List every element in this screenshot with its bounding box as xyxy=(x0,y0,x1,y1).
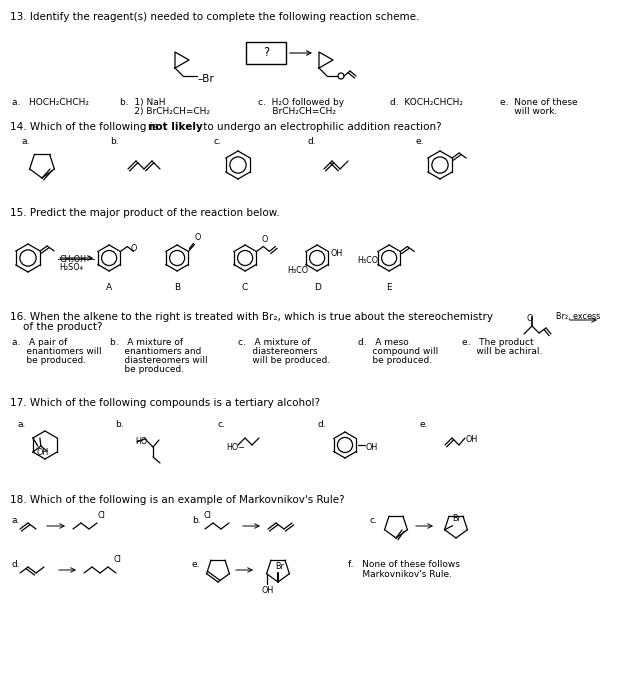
Text: Markovnikov's Rule.: Markovnikov's Rule. xyxy=(348,570,452,579)
Text: will be produced.: will be produced. xyxy=(238,356,331,365)
Text: b.: b. xyxy=(115,420,124,429)
Text: HO: HO xyxy=(135,438,147,447)
Text: OH: OH xyxy=(466,435,478,444)
Text: OH: OH xyxy=(262,586,274,595)
Text: b.: b. xyxy=(192,516,200,525)
Text: c.: c. xyxy=(218,420,226,429)
Text: b.  1) NaH: b. 1) NaH xyxy=(120,98,166,107)
Text: will be achiral.: will be achiral. xyxy=(462,347,542,356)
Text: OH: OH xyxy=(330,248,343,258)
Text: a.   HOCH₂CHCH₂: a. HOCH₂CHCH₂ xyxy=(12,98,89,107)
Text: C: C xyxy=(242,283,248,292)
Text: a.: a. xyxy=(18,420,27,429)
Text: 13. Identify the reagent(s) needed to complete the following reaction scheme.: 13. Identify the reagent(s) needed to co… xyxy=(10,12,420,22)
Text: CH₃OH: CH₃OH xyxy=(59,255,86,264)
Text: O: O xyxy=(195,232,201,241)
Text: d.: d. xyxy=(307,137,315,146)
Text: Br: Br xyxy=(453,514,461,523)
Text: c.: c. xyxy=(213,137,221,146)
Text: e.: e. xyxy=(415,137,423,146)
Text: D: D xyxy=(313,283,320,292)
Text: O: O xyxy=(130,244,137,253)
Text: diastereomers will: diastereomers will xyxy=(110,356,208,365)
Text: c.   A mixture of: c. A mixture of xyxy=(238,338,310,347)
Text: compound will: compound will xyxy=(358,347,438,356)
Text: A: A xyxy=(106,283,112,292)
Text: to undergo an electrophilic addition reaction?: to undergo an electrophilic addition rea… xyxy=(200,122,442,132)
Text: e.: e. xyxy=(420,420,428,429)
Text: HO−: HO− xyxy=(226,444,245,452)
Text: OH: OH xyxy=(37,448,49,457)
Text: O: O xyxy=(262,234,268,244)
Text: 2) BrCH₂CH=CH₂: 2) BrCH₂CH=CH₂ xyxy=(120,107,210,116)
Text: H₂SO₄: H₂SO₄ xyxy=(59,263,83,272)
Text: Br: Br xyxy=(275,562,284,571)
Text: a.: a. xyxy=(12,516,20,525)
Text: e.: e. xyxy=(192,560,200,569)
Text: E: E xyxy=(386,283,392,292)
Text: e.  None of these: e. None of these xyxy=(500,98,578,107)
Text: of the product?: of the product? xyxy=(10,322,102,332)
Text: OH: OH xyxy=(365,442,377,452)
Text: d.: d. xyxy=(318,420,327,429)
Text: f.   None of these follows: f. None of these follows xyxy=(348,560,460,569)
Text: be produced.: be produced. xyxy=(358,356,432,365)
Text: 14. Which of the following is: 14. Which of the following is xyxy=(10,122,161,132)
Text: d.   A meso: d. A meso xyxy=(358,338,409,347)
Text: be produced.: be produced. xyxy=(12,356,86,365)
Text: Br₂, excess: Br₂, excess xyxy=(556,312,600,321)
Text: 16. When the alkene to the right is treated with Br₂, which is true about the st: 16. When the alkene to the right is trea… xyxy=(10,312,493,322)
Text: be produced.: be produced. xyxy=(110,365,184,374)
FancyBboxPatch shape xyxy=(246,42,286,64)
Text: a.   A pair of: a. A pair of xyxy=(12,338,67,347)
Text: c.  H₂O followed by: c. H₂O followed by xyxy=(258,98,344,107)
Text: BrCH₂CH=CH₂: BrCH₂CH=CH₂ xyxy=(258,107,336,116)
Text: 18. Which of the following is an example of Markovnikov's Rule?: 18. Which of the following is an example… xyxy=(10,495,344,505)
Text: e.   The product: e. The product xyxy=(462,338,533,347)
Text: 15. Predict the major product of the reaction below.: 15. Predict the major product of the rea… xyxy=(10,208,279,218)
Text: enantiomers will: enantiomers will xyxy=(12,347,102,356)
Text: will work.: will work. xyxy=(500,107,557,116)
Text: –Br: –Br xyxy=(197,74,214,84)
Text: H₃CO: H₃CO xyxy=(287,266,308,275)
Text: H₃CO: H₃CO xyxy=(357,256,378,265)
Text: enantiomers and: enantiomers and xyxy=(110,347,202,356)
Text: B: B xyxy=(174,283,180,292)
Text: Cl: Cl xyxy=(97,511,105,520)
Text: b.   A mixture of: b. A mixture of xyxy=(110,338,183,347)
Text: b.: b. xyxy=(110,137,119,146)
Text: ?: ? xyxy=(263,46,269,60)
Text: not likely: not likely xyxy=(148,122,203,132)
Text: Cl: Cl xyxy=(203,511,211,520)
Text: c.: c. xyxy=(370,516,378,525)
Text: a.: a. xyxy=(22,137,30,146)
Text: O: O xyxy=(527,314,533,323)
Text: d.: d. xyxy=(12,560,21,569)
Text: 17. Which of the following compounds is a tertiary alcohol?: 17. Which of the following compounds is … xyxy=(10,398,320,408)
Text: d.  KOCH₂CHCH₂: d. KOCH₂CHCH₂ xyxy=(390,98,463,107)
Text: diastereomers: diastereomers xyxy=(238,347,317,356)
Text: Cl: Cl xyxy=(114,555,122,564)
